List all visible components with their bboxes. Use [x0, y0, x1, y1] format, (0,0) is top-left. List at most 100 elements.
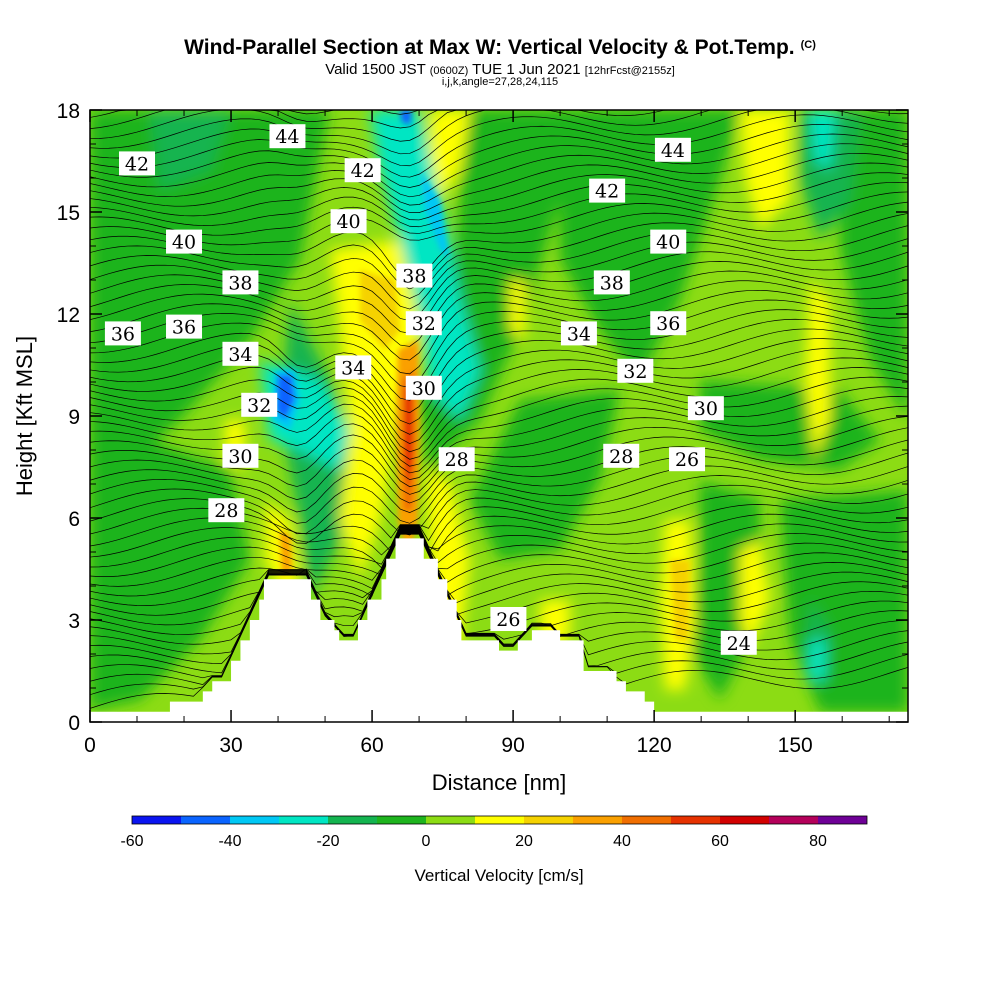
isentrope-line: [90, 347, 908, 444]
isentrope-label-bg: [669, 447, 706, 472]
isentrope-label-bg: [396, 263, 433, 288]
colorbar-tick-label: 80: [809, 833, 827, 850]
isentrope-label: 40: [172, 232, 196, 254]
isentrope-label: 42: [595, 181, 619, 203]
isentrope-line: [90, 110, 908, 167]
isentrope-label: 34: [567, 323, 591, 345]
isentrope-label-bg: [104, 321, 141, 346]
colorbar-tick-label: 0: [422, 833, 431, 850]
isentrope-line: [90, 530, 908, 655]
isentrope-label: 40: [656, 232, 680, 254]
isentrope-line: [90, 133, 908, 198]
isentrope-line: [90, 386, 908, 474]
colorbar-swatch: [622, 816, 671, 824]
isentrope-line: [90, 452, 908, 524]
isentrope-line: [90, 299, 908, 388]
isentrope-line: [90, 153, 908, 214]
y-tick-label: 18: [57, 100, 80, 123]
isentrope-label-bg: [589, 178, 626, 203]
isentrope-label: 24: [727, 633, 751, 655]
isentrope-line: [90, 280, 908, 361]
isentrope-line: [90, 529, 908, 626]
x-tick-label: 60: [360, 734, 383, 757]
isentrope-label: 34: [228, 344, 252, 366]
colorbar-swatch: [818, 816, 867, 824]
colorbar-swatch: [132, 816, 181, 824]
isentrope-line: [90, 527, 908, 597]
isentrope-line: [90, 513, 908, 568]
isentrope-label-bg: [241, 392, 278, 417]
isentrope-label-bg: [405, 311, 442, 336]
isentrope-line: [90, 270, 908, 347]
colorbar-tick-label: 60: [711, 833, 729, 850]
isentrope-line: [90, 338, 908, 435]
isentrope-line: [90, 439, 908, 514]
x-tick-label: 90: [501, 734, 524, 757]
isentrope-line: [90, 110, 908, 155]
isentrope-label-bg: [269, 124, 306, 149]
colorbar-swatch: [475, 816, 524, 824]
isentrope-label-bg: [438, 447, 475, 472]
isentrope-label-bg: [490, 607, 527, 631]
isentrope-label-bg: [650, 311, 687, 336]
isentrope-label: 36: [111, 323, 135, 345]
isentrope-line: [90, 427, 908, 504]
x-tick-label: 120: [637, 734, 672, 757]
y-tick-label: 9: [68, 406, 80, 429]
colorbar-label: Vertical Velocity [cm/s]: [414, 866, 583, 885]
isentrope-line: [90, 181, 908, 236]
isentrope-line: [90, 527, 908, 587]
isentrope-line: [90, 143, 908, 206]
x-axis: 0 30 60 90 120 150: [84, 110, 890, 757]
x-tick-label: 150: [778, 734, 813, 757]
isentrope-label-bg: [344, 158, 381, 183]
colorbar-swatch: [230, 816, 279, 824]
isentrope-label-bg: [166, 229, 203, 254]
colorbar: -60 -40 -20 0 20 40 60 80: [120, 815, 868, 850]
isentrope-label: 36: [656, 313, 680, 335]
isentrope-line: [90, 357, 908, 453]
isentrope-label-bg: [330, 209, 367, 234]
isentrope-label-bg: [222, 341, 259, 366]
colorbar-swatch: [720, 816, 769, 824]
y-tick-label: 0: [68, 712, 80, 735]
colorbar-swatch: [377, 816, 426, 824]
y-tick-label: 15: [57, 202, 80, 225]
isentrope-label-bg: [593, 270, 630, 295]
isentrope-line: [90, 162, 908, 221]
colorbar-swatch: [769, 816, 818, 824]
isentrope-label: 42: [125, 153, 149, 175]
isentrope-label: 26: [496, 609, 520, 631]
terrain-profile: [90, 538, 908, 722]
isentrope-label-bg: [222, 443, 259, 468]
colorbar-tick-label: 40: [613, 833, 631, 850]
colorbar-tick-label: -40: [218, 833, 241, 850]
colorbar-swatch: [426, 816, 475, 824]
isentrope-label: 32: [623, 361, 647, 383]
isentrope-line: [90, 289, 908, 375]
isentrope-line: [90, 201, 908, 281]
chart-title: Wind-Parallel Section at Max W: Vertical…: [184, 36, 816, 59]
y-tick-label: 6: [68, 508, 80, 531]
isentrope-label: 38: [402, 266, 426, 288]
isentrope-label-bg: [119, 151, 156, 176]
isentrope-label: 30: [412, 378, 436, 400]
isentrope-label-bg: [687, 396, 724, 421]
isentrope-label: 26: [675, 449, 699, 471]
isentrope-label-bg: [208, 498, 245, 523]
isentrope-label-bg: [720, 630, 757, 655]
y-axis-label: Height [Kft MSL]: [12, 336, 37, 496]
isentrope-label-bg: [560, 321, 597, 346]
isentrope-label-bg: [222, 270, 259, 295]
chart-subtitle: Valid 1500 JST (0600Z) TUE 1 Jun 2021 [1…: [325, 61, 675, 78]
colorbar-swatch: [279, 816, 328, 824]
colorbar-swatch: [524, 816, 573, 824]
isentrope-label-bg: [603, 443, 640, 468]
x-tick-label: 0: [84, 734, 96, 757]
isentrope-line: [90, 114, 908, 178]
isentrope-label: 32: [247, 395, 271, 417]
isentrope-label: 44: [661, 140, 685, 162]
colorbar-swatch: [671, 816, 720, 824]
isentrope-line: [90, 191, 908, 246]
